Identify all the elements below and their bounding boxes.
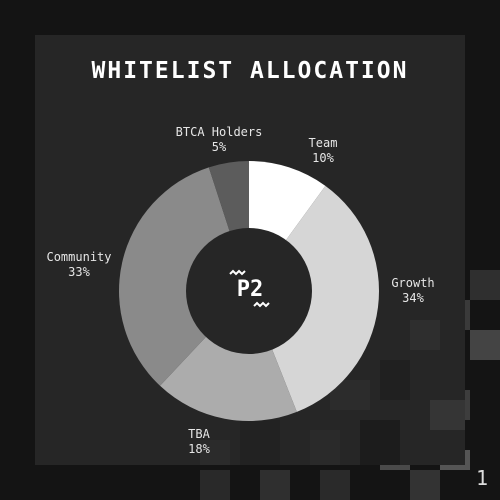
chart-title: WHITELIST ALLOCATION: [91, 58, 409, 84]
slice-tba: [160, 291, 297, 421]
logo-text: P2: [236, 277, 264, 302]
slice-community: [118, 167, 249, 386]
label-growth: Growth 34%: [384, 276, 442, 306]
label-growth-value: 34%: [402, 291, 424, 305]
label-tba-name: TBA: [188, 427, 210, 441]
donut-hole: [186, 228, 312, 354]
label-team-value: 10%: [312, 151, 334, 165]
label-growth-name: Growth: [391, 276, 435, 290]
logo-wave-icon: [229, 269, 270, 308]
label-btca-holders-name: BTCA Holders: [175, 125, 263, 139]
p2-logo: P2: [224, 268, 276, 312]
label-tba: TBA 18%: [176, 427, 222, 457]
label-community-name: Community: [46, 250, 112, 264]
label-community: Community 33%: [38, 250, 120, 280]
label-tba-value: 18%: [188, 442, 210, 456]
label-team: Team 10%: [300, 136, 346, 166]
label-community-value: 33%: [68, 265, 90, 279]
label-btca-holders-value: 5%: [211, 140, 227, 154]
page-number: 1: [476, 466, 489, 490]
label-team-name: Team: [308, 136, 338, 150]
label-btca-holders: BTCA Holders 5%: [166, 125, 272, 155]
slice-growth: [249, 185, 379, 412]
